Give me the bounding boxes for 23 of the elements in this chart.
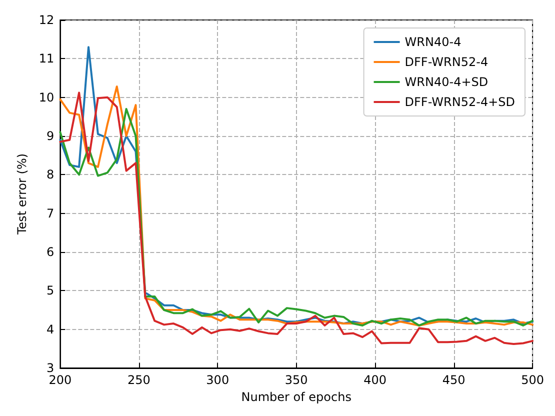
legend-label: DFF-WRN52-4 bbox=[404, 55, 488, 69]
y-axis-title: Test error (%) bbox=[15, 153, 29, 236]
x-tick-label: 450 bbox=[442, 373, 466, 387]
x-tick-label: 350 bbox=[284, 373, 308, 387]
legend-label: WRN40-4+SD bbox=[404, 75, 488, 89]
legend-label: WRN40-4 bbox=[404, 35, 462, 49]
y-tick-label: 12 bbox=[38, 13, 54, 27]
y-tick-label: 9 bbox=[46, 129, 54, 143]
x-tick-label: 300 bbox=[206, 373, 230, 387]
y-tick-label: 8 bbox=[46, 168, 54, 182]
legend-label: DFF-WRN52-4+SD bbox=[404, 95, 516, 109]
x-tick-label: 200 bbox=[48, 373, 72, 387]
x-tick-label: 250 bbox=[127, 373, 150, 387]
x-axis-title: Number of epochs bbox=[241, 390, 352, 404]
y-tick-label: 3 bbox=[46, 361, 54, 375]
y-tick-label: 7 bbox=[46, 206, 54, 220]
x-tick-label: 400 bbox=[364, 373, 387, 387]
y-tick-label: 6 bbox=[46, 245, 54, 259]
y-tick-label: 5 bbox=[46, 284, 54, 298]
y-tick-label: 4 bbox=[46, 322, 54, 336]
y-tick-label: 11 bbox=[38, 52, 54, 66]
x-tick-label: 500 bbox=[521, 373, 544, 387]
y-tick-label: 10 bbox=[38, 90, 54, 104]
